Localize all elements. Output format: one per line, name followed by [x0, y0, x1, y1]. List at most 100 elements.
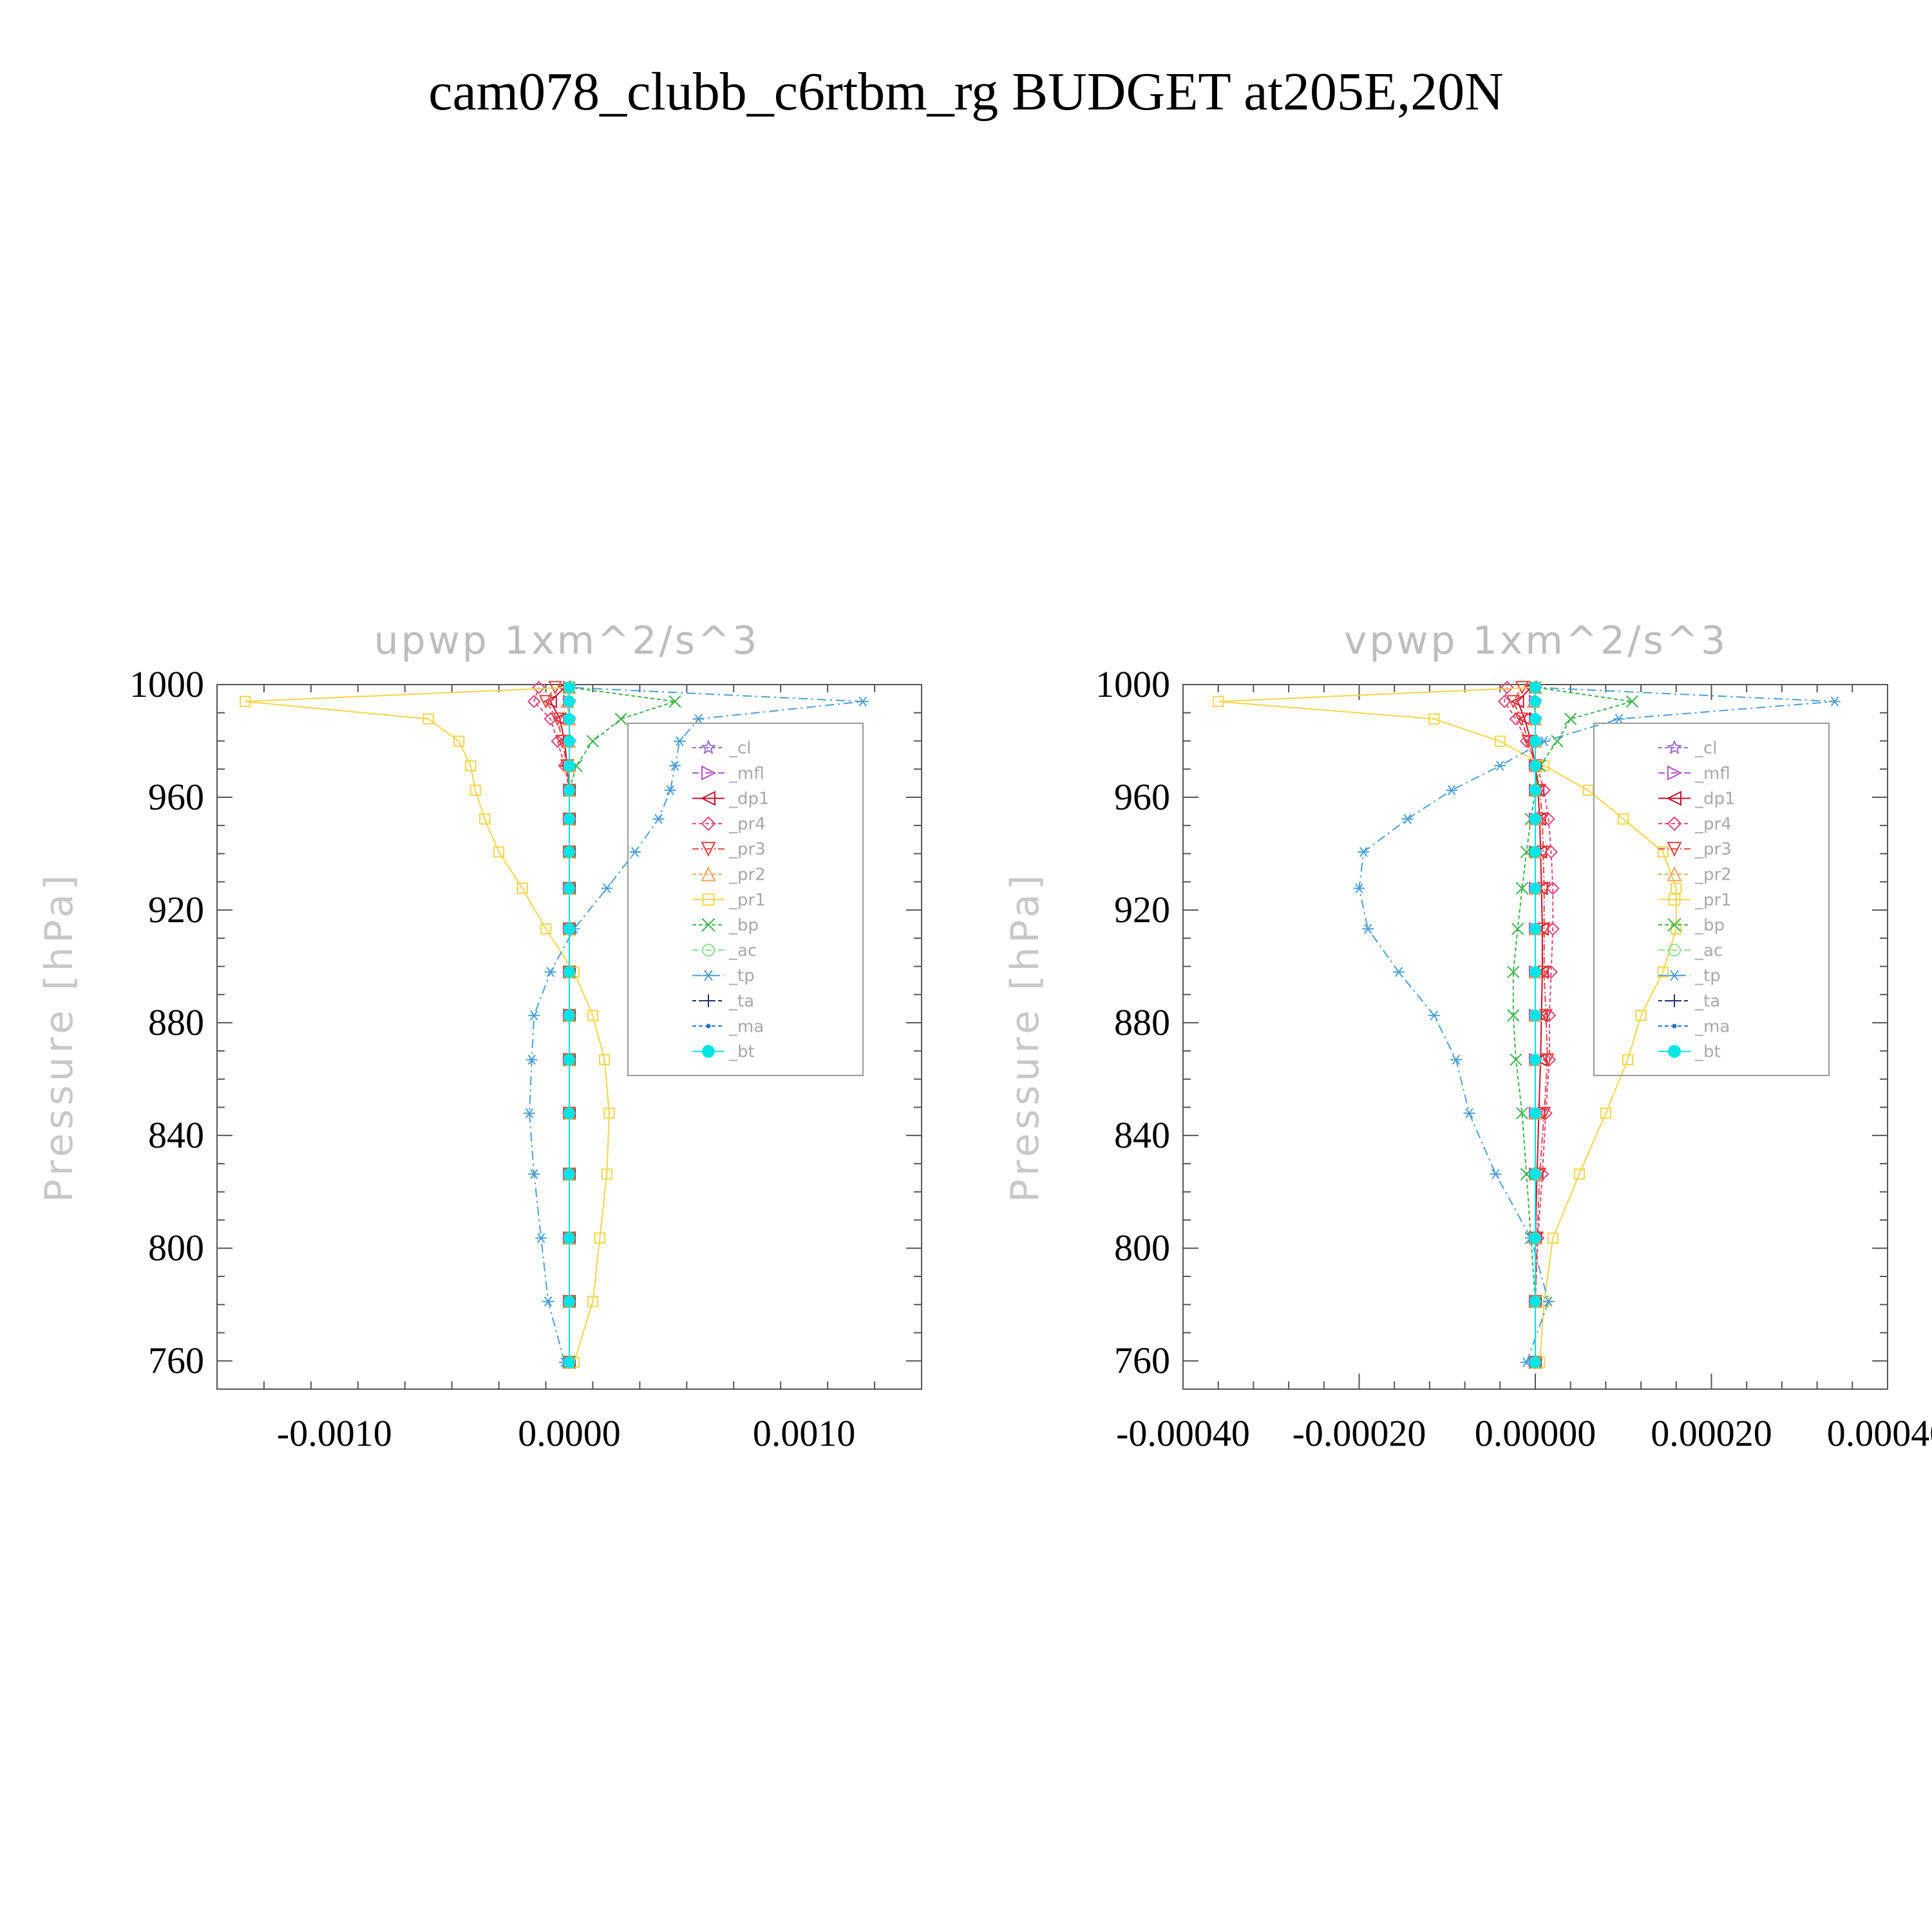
data-point: [1582, 784, 1594, 796]
legend-marker: [700, 790, 715, 806]
data-point: [1490, 1169, 1502, 1179]
data-point: [601, 883, 613, 894]
data-point: [1625, 695, 1639, 708]
legend-label: _mfl: [1694, 764, 1730, 783]
legend-label: _bp: [728, 916, 759, 935]
data-point: [527, 694, 541, 708]
data-point: [1530, 1232, 1541, 1244]
legend-entry: _pr3: [692, 840, 766, 859]
legend-label: _bt: [728, 1043, 755, 1062]
series-tp: [1353, 682, 1841, 1368]
data-point: [564, 1054, 575, 1066]
data-point: [692, 714, 705, 724]
data-point: [1494, 761, 1506, 771]
data-point: [465, 760, 477, 772]
y-tick-label: 760: [148, 1340, 204, 1381]
x-tick-label: 0.00020: [1651, 1412, 1772, 1454]
series-layer: [1213, 679, 1841, 1370]
series-line: [528, 687, 863, 1363]
data-point: [1671, 923, 1682, 935]
legend-entry: _ac: [692, 941, 757, 960]
data-point: [542, 1296, 554, 1307]
data-point: [1530, 1009, 1541, 1021]
data-point: [479, 813, 491, 825]
x-tick-label: 0.00040: [1827, 1412, 1932, 1454]
legend-marker: [1667, 739, 1682, 755]
legend-marker: [1668, 1045, 1681, 1058]
legend-marker: [1668, 970, 1681, 981]
data-point: [1546, 881, 1560, 895]
data-point: [564, 923, 575, 935]
legend-entry: _cl: [692, 739, 752, 758]
y-tick-label: 760: [1114, 1340, 1170, 1381]
data-point: [1530, 1054, 1541, 1066]
data-point: [1353, 883, 1365, 894]
legend-label: _ta: [728, 992, 754, 1011]
legend-label: _tp: [728, 967, 755, 986]
legend-label: _cl: [728, 739, 752, 758]
data-point: [1613, 714, 1625, 724]
legend-label: _pr2: [728, 866, 766, 885]
data-point: [1530, 713, 1541, 725]
data-point: [538, 695, 553, 709]
series-line: [569, 687, 676, 1363]
data-point: [652, 813, 665, 824]
data-point: [668, 695, 681, 708]
legend-entry: _bt: [692, 1043, 755, 1062]
main-title: cam078_clubb_c6rtbm_rg BUDGET at205E,20N: [428, 62, 1504, 122]
panel-title: upwp 1xm^2/s^3: [374, 618, 760, 663]
data-point: [1530, 1295, 1541, 1307]
data-point: [857, 696, 869, 707]
data-point: [564, 1295, 575, 1307]
y-axis-label: Pressure [hPa]: [1003, 871, 1048, 1202]
legend-marker: [701, 739, 716, 755]
data-point: [1539, 1009, 1553, 1023]
panel-vpwp: vpwp 1xm^2/s^3 Pressure [hPa] 760 800 840 8…: [1003, 618, 1932, 1454]
series-line: [1517, 687, 1543, 1363]
data-point: [564, 696, 575, 708]
data-point: [1450, 1054, 1462, 1065]
legend-label: _ma: [728, 1017, 764, 1036]
data-point: [1542, 812, 1555, 826]
data-point: [540, 923, 552, 935]
data-point: [1530, 923, 1541, 935]
data-point: [564, 1356, 575, 1368]
legend-marker: [702, 994, 715, 1007]
data-point: [1537, 922, 1551, 936]
data-point: [614, 712, 627, 726]
data-point: [564, 1107, 575, 1119]
series-layer: [240, 679, 869, 1370]
series-pr1: [1213, 681, 1682, 1368]
legend-label: _ac: [728, 941, 757, 960]
y-tick-label: 800: [1114, 1227, 1170, 1269]
legend-marker: [1668, 943, 1681, 957]
data-point: [586, 735, 600, 748]
data-point: [551, 712, 565, 726]
legend: _cl _mfl _dp1 _pr4 _pr3 _pr2 _pr1 _bp _ac _tp _ta _…: [1593, 723, 1830, 1076]
legend-box: [1593, 723, 1830, 1076]
data-point: [1573, 1168, 1586, 1180]
data-point: [564, 1009, 575, 1021]
legend-label: _pr3: [1694, 840, 1732, 859]
data-point: [528, 1010, 540, 1021]
legend-marker: [1668, 994, 1681, 1007]
legend-label: _pr4: [1694, 815, 1732, 834]
legend-entry: _tp: [1658, 967, 1721, 986]
legend-label: _bp: [1694, 916, 1725, 935]
legend-entry: _mfl: [692, 764, 764, 783]
data-point: [564, 681, 575, 694]
legend-marker: [702, 1045, 715, 1058]
data-point: [1600, 1107, 1612, 1119]
legend-marker: [1667, 866, 1682, 882]
legend-label: _pr1: [728, 891, 766, 910]
legend-label: _pr2: [1694, 866, 1732, 885]
legend-entry: _pr1: [692, 891, 766, 910]
data-point: [1539, 1106, 1553, 1121]
x-tick-label: 0.0010: [753, 1412, 856, 1454]
legend-marker: [1668, 893, 1681, 906]
legend-marker: [702, 943, 715, 957]
data-point: [1507, 1009, 1520, 1022]
data-point: [674, 736, 686, 746]
data-point: [1362, 923, 1374, 934]
data-point: [1515, 882, 1529, 895]
